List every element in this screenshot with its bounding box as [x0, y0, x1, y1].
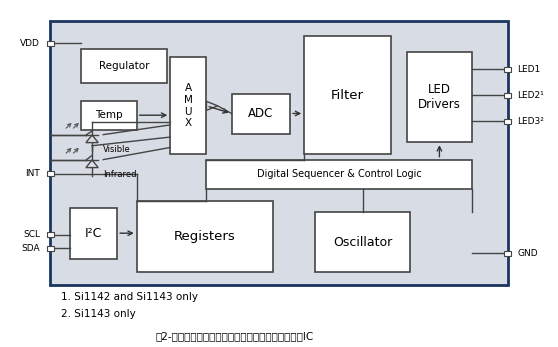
Text: SCL: SCL	[23, 230, 40, 239]
Text: LED3²: LED3²	[517, 117, 544, 126]
Text: I²C: I²C	[85, 227, 102, 240]
Bar	[70, 208, 117, 259]
Text: A
M
U
X: A M U X	[184, 83, 193, 128]
Text: Filter: Filter	[331, 89, 364, 102]
Text: Visible: Visible	[103, 145, 131, 154]
Text: SDA: SDA	[22, 244, 40, 253]
Bar	[407, 52, 472, 142]
Bar	[137, 201, 273, 272]
Text: 2. Si1143 only: 2. Si1143 only	[61, 309, 136, 319]
Text: LED2¹: LED2¹	[517, 91, 544, 100]
Bar	[47, 41, 54, 46]
Text: Regulator: Regulator	[99, 61, 150, 71]
Bar	[47, 232, 54, 237]
Bar	[504, 93, 511, 98]
Bar	[81, 101, 137, 130]
Bar	[504, 251, 511, 256]
Text: ADC: ADC	[248, 107, 273, 120]
Text: Oscillator: Oscillator	[333, 236, 392, 248]
Text: LED1: LED1	[517, 65, 541, 74]
Bar	[47, 171, 54, 176]
Text: INT: INT	[26, 169, 40, 178]
Bar	[504, 67, 511, 72]
Bar	[47, 246, 54, 251]
Bar	[232, 94, 290, 134]
Bar	[206, 160, 472, 189]
Text: 1. Si1142 and Si1143 only: 1. Si1142 and Si1143 only	[61, 292, 199, 302]
Text: Registers: Registers	[174, 230, 236, 243]
Bar	[170, 57, 206, 154]
Bar	[81, 49, 167, 83]
Text: 图2-集成先进混合信号外设、接口和驱动的接近感应IC: 图2-集成先进混合信号外设、接口和驱动的接近感应IC	[155, 332, 314, 341]
Text: Temp: Temp	[95, 110, 123, 120]
Text: VDD: VDD	[20, 39, 40, 48]
Bar	[315, 212, 410, 272]
Text: GND: GND	[517, 249, 538, 258]
Text: Digital Sequencer & Control Logic: Digital Sequencer & Control Logic	[257, 169, 421, 179]
Bar	[504, 119, 511, 124]
Text: Infrared: Infrared	[103, 170, 137, 179]
Bar	[50, 21, 508, 285]
Text: LED
Drivers: LED Drivers	[418, 83, 461, 111]
Bar	[304, 36, 391, 154]
